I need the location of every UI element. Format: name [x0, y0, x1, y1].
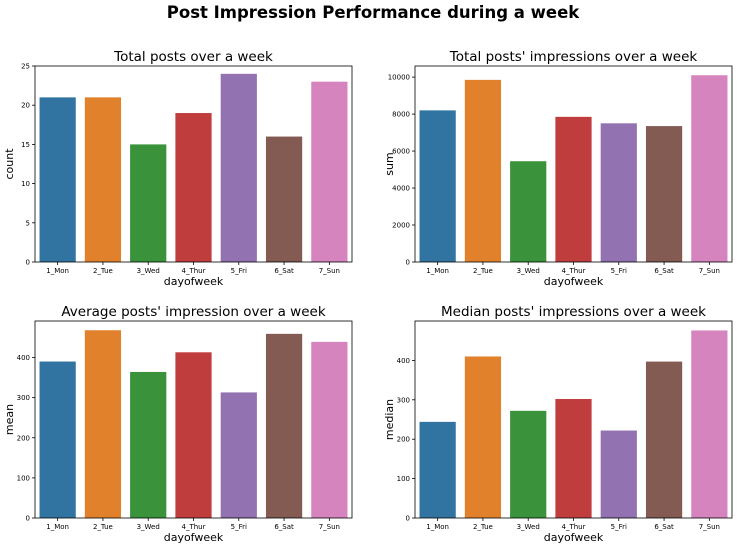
x-tick-label: 5_Fri: [611, 267, 627, 275]
bar-5_Fri: [600, 430, 637, 518]
subplot-3: 1_Mon 2_Tue 3_Wed 4_Thur 5_Fri 6_Sat 7_Sun 0 100…: [3, 304, 353, 544]
x-tick-label: 3_Wed: [517, 523, 540, 531]
bar-2_Tue: [84, 330, 122, 518]
y-tick-label: 100: [17, 474, 30, 482]
bar-1_Mon: [419, 110, 456, 263]
y-tick-label: 0: [26, 259, 30, 267]
x-tick-label: 4_Thur: [562, 523, 586, 531]
bar-3_Wed: [510, 161, 547, 262]
x-tick-label: 4_Thur: [182, 523, 206, 531]
x-tick-label: 4_Thur: [562, 267, 586, 275]
x-tick-label: 7_Sun: [699, 523, 720, 531]
y-tick-label: 5: [26, 219, 30, 227]
bar-1_Mon: [419, 421, 456, 518]
bar-4_Thur: [555, 399, 592, 518]
bar-4_Thur: [175, 113, 212, 262]
x-axis-label: dayofweek: [544, 531, 604, 544]
y-tick-label: 300: [397, 396, 410, 404]
y-tick-label: 400: [17, 354, 30, 362]
subplot-1: 1_Mon 2_Tue 3_Wed 4_Thur 5_Fri 6_Sat 7_Sun 0 5 10…: [3, 49, 353, 288]
bar-4_Thur: [175, 352, 212, 518]
y-tick-label: 200: [17, 434, 30, 442]
subplot-title: Total posts over a week: [113, 49, 273, 65]
bar-6_Sat: [645, 126, 683, 263]
x-tick-label: 2_Tue: [473, 267, 493, 275]
y-tick-label: 300: [17, 394, 30, 402]
y-tick-label: 0: [406, 515, 410, 523]
x-tick-label: 1_Mon: [426, 267, 449, 275]
x-tick-label: 6_Sat: [274, 523, 294, 531]
x-axis-label: dayofweek: [164, 531, 224, 544]
x-axis-label: dayofweek: [544, 275, 604, 288]
y-tick-label: 10000: [388, 74, 410, 82]
x-tick-label: 5_Fri: [231, 267, 247, 275]
x-axis-label: dayofweek: [164, 275, 224, 288]
y-tick-label: 25: [21, 63, 30, 71]
bar-2_Tue: [464, 356, 502, 518]
x-tick-label: 1_Mon: [46, 267, 69, 275]
bar-2_Tue: [464, 79, 502, 263]
y-tick-label: 6000: [392, 148, 410, 156]
bar-5_Fri: [220, 392, 257, 518]
x-tick-label: 6_Sat: [654, 523, 674, 531]
subplot-2: 1_Mon 2_Tue 3_Wed 4_Thur 5_Fri 6_Sat 7_Sun 0 200…: [383, 49, 733, 288]
y-tick-label: 0: [26, 515, 30, 523]
subplot-title: Average posts' impression over a week: [61, 304, 325, 320]
y-tick-label: 100: [397, 475, 410, 483]
x-tick-label: 7_Sun: [319, 267, 340, 275]
bar-5_Fri: [600, 123, 637, 262]
x-tick-label: 1_Mon: [426, 523, 449, 531]
bar-7_Sun: [691, 330, 728, 518]
y-tick-label: 20: [21, 102, 30, 110]
bar-7_Sun: [311, 81, 348, 263]
x-tick-label: 2_Tue: [93, 523, 113, 531]
bar-7_Sun: [691, 75, 728, 262]
x-tick-label: 7_Sun: [319, 523, 340, 531]
x-tick-label: 5_Fri: [231, 523, 247, 531]
y-tick-label: 15: [21, 141, 30, 149]
x-tick-label: 2_Tue: [93, 267, 113, 275]
x-tick-label: 1_Mon: [46, 523, 69, 531]
y-axis-label: mean: [3, 404, 16, 435]
x-tick-label: 3_Wed: [517, 267, 540, 275]
x-tick-label: 4_Thur: [182, 267, 206, 275]
bar-3_Wed: [130, 371, 167, 518]
bar-1_Mon: [39, 361, 76, 518]
x-tick-label: 5_Fri: [611, 523, 627, 531]
bar-3_Wed: [510, 410, 547, 518]
x-tick-label: 3_Wed: [137, 523, 160, 531]
y-axis-label: median: [383, 399, 396, 440]
subplots-grid: 1_Mon 2_Tue 3_Wed 4_Thur 5_Fri 6_Sat 7_Sun 0 5 10…: [3, 49, 733, 544]
y-tick-label: 10: [21, 180, 30, 188]
y-tick-label: 8000: [392, 111, 410, 119]
y-axis-label: sum: [383, 152, 396, 175]
y-tick-label: 0: [406, 259, 410, 267]
y-tick-label: 400: [397, 357, 410, 365]
bar-1_Mon: [39, 97, 76, 262]
x-tick-label: 6_Sat: [274, 267, 294, 275]
y-tick-label: 4000: [392, 185, 410, 193]
bar-6_Sat: [265, 136, 303, 262]
x-tick-label: 7_Sun: [699, 267, 720, 275]
bar-2_Tue: [84, 97, 122, 262]
subplot-title: Total posts' impressions over a week: [449, 49, 698, 65]
bar-6_Sat: [645, 361, 683, 518]
bar-4_Thur: [555, 116, 592, 262]
x-tick-label: 6_Sat: [654, 267, 674, 275]
subplot-title: Median posts' impressions over a week: [441, 304, 706, 320]
x-tick-label: 3_Wed: [137, 267, 160, 275]
bar-7_Sun: [311, 341, 348, 518]
y-tick-label: 200: [397, 436, 410, 444]
figure-suptitle: Post Impression Performance during a wee…: [167, 3, 580, 22]
bar-6_Sat: [265, 333, 303, 518]
x-tick-label: 2_Tue: [473, 523, 493, 531]
bar-5_Fri: [220, 73, 257, 262]
subplot-4: 1_Mon 2_Tue 3_Wed 4_Thur 5_Fri 6_Sat 7_Sun 0 100…: [383, 304, 733, 544]
bar-3_Wed: [130, 144, 167, 262]
y-tick-label: 2000: [392, 222, 410, 230]
y-axis-label: count: [3, 148, 16, 180]
